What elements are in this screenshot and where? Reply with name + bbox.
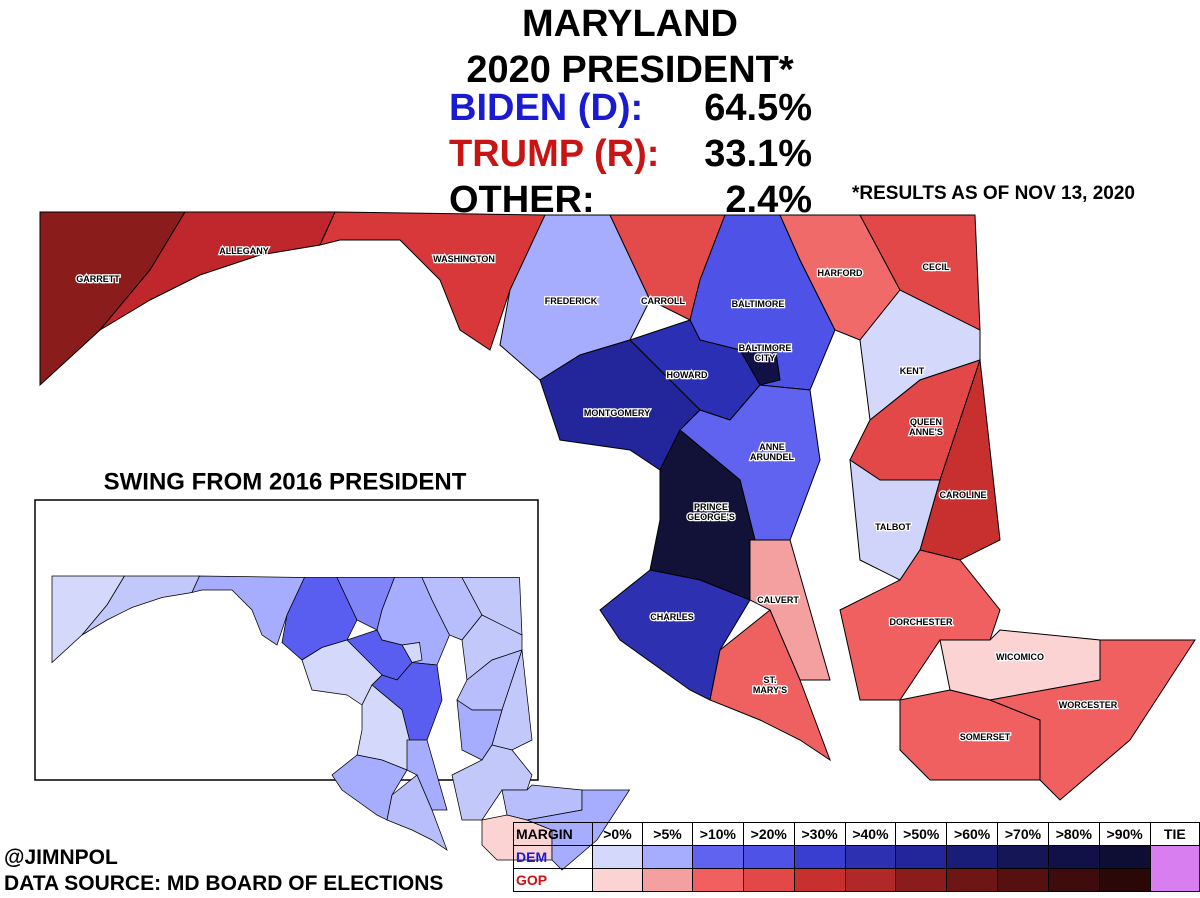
legend-swatch [946, 868, 999, 892]
county-label: CHARLES [650, 612, 694, 622]
legend-swatch [591, 868, 643, 892]
legend-swatch [997, 845, 1049, 869]
legend-swatch [591, 845, 643, 869]
legend: MARGIN >0% >5% >10% >20% >30% >40% >50% >60% >70%… [513, 822, 1200, 892]
county-label: HOWARD [667, 370, 708, 380]
county-label: FREDERICK [545, 296, 598, 306]
legend-swatch [793, 845, 846, 869]
legend-header-cell: >70% [997, 822, 1049, 846]
result-value: 2.4% [725, 179, 812, 221]
county-label: CAROLINE [940, 490, 987, 500]
inset-county [451, 744, 533, 821]
county-label: ANNE [759, 442, 785, 452]
county-label: HARFORD [818, 268, 863, 278]
legend-row-label: GOP [513, 868, 593, 892]
legend-header-cell: >80% [1047, 822, 1100, 846]
legend-header-cell: >5% [641, 822, 693, 846]
legend-swatch [895, 868, 948, 892]
legend-swatch [742, 868, 795, 892]
county-label: MARY'S [753, 685, 787, 695]
result-label: OTHER: [449, 179, 595, 221]
county-label: CITY [755, 353, 776, 363]
legend-swatch [946, 845, 999, 869]
legend-swatch [641, 845, 693, 869]
county-label: ST. [763, 675, 776, 685]
legend-row: DEM [513, 845, 1200, 892]
county-label: DORCHESTER [889, 617, 953, 627]
county [709, 609, 832, 762]
county-label: WORCESTER [1059, 700, 1118, 710]
legend-swatch [1098, 845, 1151, 869]
legend-swatch [1047, 868, 1100, 892]
county-label: WICOMICO [996, 652, 1044, 662]
note: *RESULTS AS OF NOV 13, 2020 [852, 183, 1135, 204]
legend-swatch [844, 868, 897, 892]
source: DATA SOURCE: MD BOARD OF ELECTIONS [4, 872, 444, 895]
title: MARYLAND [521, 3, 738, 45]
legend-tie [1149, 845, 1200, 892]
legend-row-label: DEM [513, 845, 593, 869]
legend-swatch [641, 868, 693, 892]
legend-swatch [742, 845, 795, 869]
county [39, 211, 186, 387]
county-label: BALTIMORE [732, 299, 785, 309]
legend-header-cell: >10% [691, 822, 744, 846]
county-label: WASHINGTON [433, 254, 495, 264]
county-label: ANNE'S [909, 427, 943, 437]
county [839, 549, 1001, 701]
legend-row: GOP [513, 868, 1200, 892]
result-value: 64.5% [704, 87, 812, 129]
legend-swatch [997, 868, 1049, 892]
legend-header-cell: >50% [895, 822, 948, 846]
result-value: 33.1% [704, 133, 812, 175]
county-label: SOMERSET [960, 732, 1011, 742]
county-label: BALTIMORE [739, 343, 792, 353]
legend-header-cell: >0% [591, 822, 643, 846]
county-label: CALVERT [757, 595, 799, 605]
inset-title: SWING FROM 2016 PRESIDENT [104, 468, 467, 495]
legend-swatch [691, 868, 744, 892]
legend-header-cell: MARGIN [513, 822, 593, 846]
county-label: QUEEN [910, 417, 942, 427]
inset-county [386, 774, 448, 851]
legend-header-cell: >90% [1098, 822, 1151, 846]
county-label: KENT [900, 366, 925, 376]
legend-swatch [1047, 845, 1100, 869]
county-label: ALLEGANY [219, 246, 269, 256]
legend-header-cell: >40% [844, 822, 897, 846]
legend-header-cell: >20% [742, 822, 795, 846]
county-label: CARROLL [641, 296, 685, 306]
result-label: BIDEN (D): [449, 87, 644, 129]
legend-swatch [691, 845, 744, 869]
county-label: TALBOT [875, 522, 911, 532]
county-label: CECIL [923, 262, 951, 272]
county-label: GEORGE'S [687, 512, 735, 522]
county [988, 639, 1196, 801]
legend-swatch [844, 845, 897, 869]
legend-swatch [1098, 868, 1151, 892]
legend-header: MARGIN >0% >5% >10% >20% >30% >40% >50% >60% >70%… [513, 822, 1200, 846]
county-label: GARRETT [76, 274, 120, 284]
result-label: TRUMP (R): [449, 133, 660, 175]
legend-header-cell: TIE [1149, 822, 1200, 846]
subtitle: 2020 PRESIDENT* [466, 49, 794, 91]
credit: @JIMNPOL [4, 846, 118, 869]
county-label: PRINCE [694, 502, 728, 512]
legend-swatch [793, 868, 846, 892]
legend-header-cell: >60% [946, 822, 999, 846]
county-label: MONTGOMERY [584, 408, 650, 418]
legend-swatch [895, 845, 948, 869]
legend-header-cell: >30% [793, 822, 846, 846]
county-label: ARUNDEL [750, 452, 795, 462]
